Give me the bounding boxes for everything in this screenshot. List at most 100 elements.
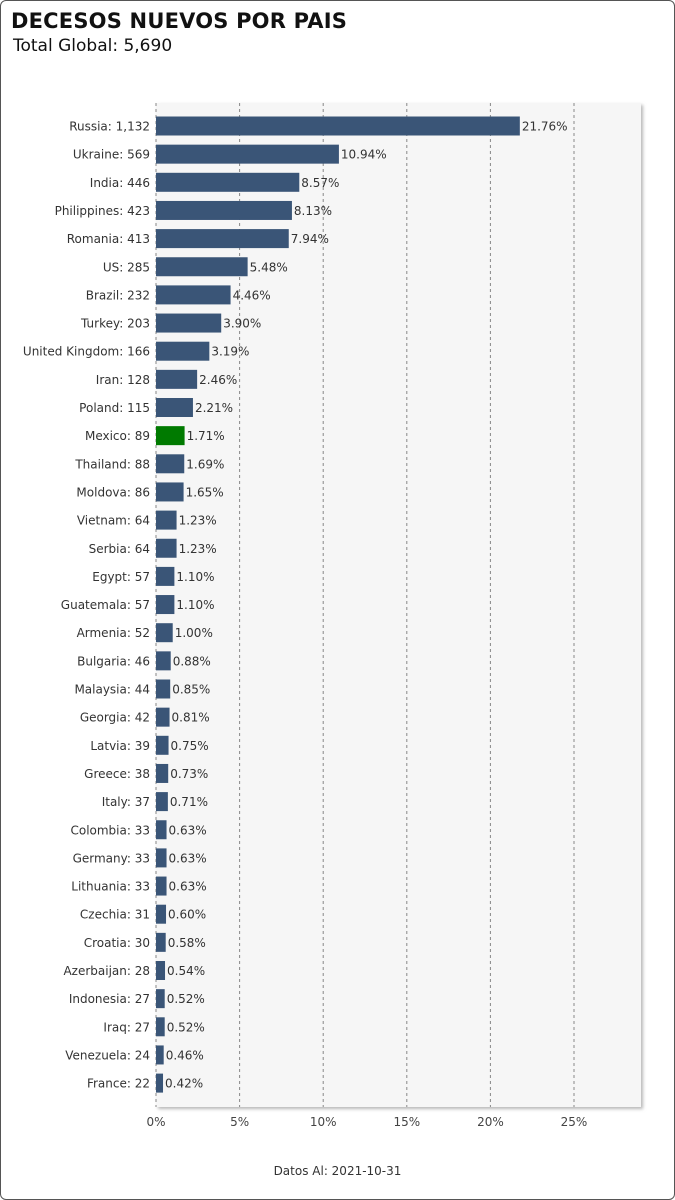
value-label: 0.42% — [165, 1077, 203, 1091]
bar — [156, 792, 168, 812]
value-label: 0.73% — [170, 767, 208, 781]
bar — [156, 651, 171, 671]
bar-chart: Russia: 1,132 21.76% Ukraine: 569 10.94% Ind… — [23, 103, 641, 1129]
value-label: 3.90% — [223, 317, 261, 331]
bar — [156, 510, 177, 530]
x-tick-label: 10% — [310, 1115, 337, 1129]
value-label: 0.46% — [166, 1048, 204, 1062]
category-label: Greece: 38 — [84, 767, 150, 781]
category-label: United Kingdom: 166 — [23, 345, 150, 359]
category-label: Iran: 128 — [96, 373, 150, 387]
value-label: 1.00% — [175, 626, 213, 640]
data-date-footer: Datos Al: 2021-10-31 — [273, 1164, 402, 1178]
bar — [156, 369, 198, 389]
x-tick-label: 20% — [477, 1115, 504, 1129]
value-label: 0.60% — [168, 908, 206, 922]
category-label: Egypt: 57 — [92, 570, 150, 584]
value-label: 0.58% — [168, 936, 206, 950]
bar — [156, 932, 166, 952]
bar — [156, 398, 193, 417]
category-label: Bulgaria: 46 — [77, 654, 150, 668]
category-label: Russia: 1,132 — [69, 120, 150, 134]
value-label: 0.63% — [169, 823, 207, 837]
value-label: 0.88% — [173, 654, 211, 668]
bar — [156, 482, 184, 502]
value-label: 21.76% — [522, 120, 568, 134]
category-label: Georgia: 42 — [80, 711, 150, 725]
category-label: Latvia: 39 — [90, 739, 150, 753]
value-label: 0.63% — [169, 880, 207, 894]
value-label: 0.81% — [172, 711, 210, 725]
value-label: 4.46% — [233, 288, 271, 302]
category-label: Malaysia: 44 — [74, 683, 150, 697]
category-label: Brazil: 232 — [86, 288, 150, 302]
category-label: Serbia: 64 — [89, 542, 150, 556]
bar — [156, 763, 169, 783]
value-label: 0.71% — [170, 795, 208, 809]
bar — [156, 144, 339, 164]
bar — [156, 595, 175, 615]
category-label: Moldova: 86 — [76, 485, 150, 499]
value-label: 1.23% — [179, 514, 217, 528]
bar — [156, 172, 300, 192]
category-label: Czechia: 31 — [80, 908, 150, 922]
bar — [156, 904, 167, 924]
bar — [156, 989, 165, 1009]
x-tick-label: 0% — [146, 1115, 165, 1129]
bar — [156, 876, 167, 896]
category-label: Turkey: 203 — [80, 317, 150, 331]
category-label: US: 285 — [103, 260, 150, 274]
value-label: 7.94% — [291, 232, 329, 246]
bar — [156, 116, 520, 136]
category-label: Germany: 33 — [73, 851, 150, 865]
bar — [156, 623, 173, 643]
value-label: 8.57% — [301, 176, 339, 190]
bar — [156, 229, 289, 249]
category-label: France: 22 — [87, 1077, 150, 1091]
value-label: 1.71% — [187, 429, 225, 443]
category-label: Mexico: 89 — [85, 429, 150, 443]
category-label: Philippines: 423 — [55, 204, 150, 218]
value-label: 3.19% — [211, 345, 249, 359]
value-label: 10.94% — [341, 148, 387, 162]
category-label: Indonesia: 27 — [69, 992, 150, 1006]
x-tick-label: 15% — [393, 1115, 420, 1129]
bar — [156, 313, 222, 333]
bar — [156, 1073, 164, 1093]
bar — [156, 538, 177, 558]
bar-highlighted — [156, 426, 185, 446]
category-label: Italy: 37 — [102, 795, 150, 809]
value-label: 1.23% — [179, 542, 217, 556]
bar — [156, 735, 169, 755]
category-label: Thailand: 88 — [74, 457, 150, 471]
bar — [156, 820, 167, 840]
value-label: 0.54% — [167, 964, 205, 978]
category-label: Romania: 413 — [67, 232, 150, 246]
x-tick-label: 25% — [561, 1115, 588, 1129]
value-label: 1.10% — [176, 598, 214, 612]
value-label: 0.52% — [167, 992, 205, 1006]
bar — [156, 341, 210, 361]
category-label: Guatemala: 57 — [61, 598, 150, 612]
category-label: India: 446 — [90, 176, 150, 190]
bar — [156, 1017, 165, 1037]
category-label: Ukraine: 569 — [73, 148, 150, 162]
category-label: Azerbaijan: 28 — [63, 964, 150, 978]
category-label: Armenia: 52 — [77, 626, 150, 640]
plot-area — [156, 103, 641, 1107]
value-label: 8.13% — [294, 204, 332, 218]
value-label: 1.10% — [176, 570, 214, 584]
value-label: 2.21% — [195, 401, 233, 415]
value-label: 0.52% — [167, 1020, 205, 1034]
category-label: Vietnam: 64 — [77, 514, 150, 528]
value-label: 0.63% — [169, 851, 207, 865]
bar — [156, 257, 248, 277]
bar — [156, 1045, 164, 1065]
bar — [156, 285, 231, 305]
bar — [156, 566, 175, 586]
category-label: Venezuela: 24 — [65, 1048, 150, 1062]
value-label: 1.69% — [186, 457, 224, 471]
value-label: 1.65% — [186, 485, 224, 499]
bar — [156, 707, 170, 727]
